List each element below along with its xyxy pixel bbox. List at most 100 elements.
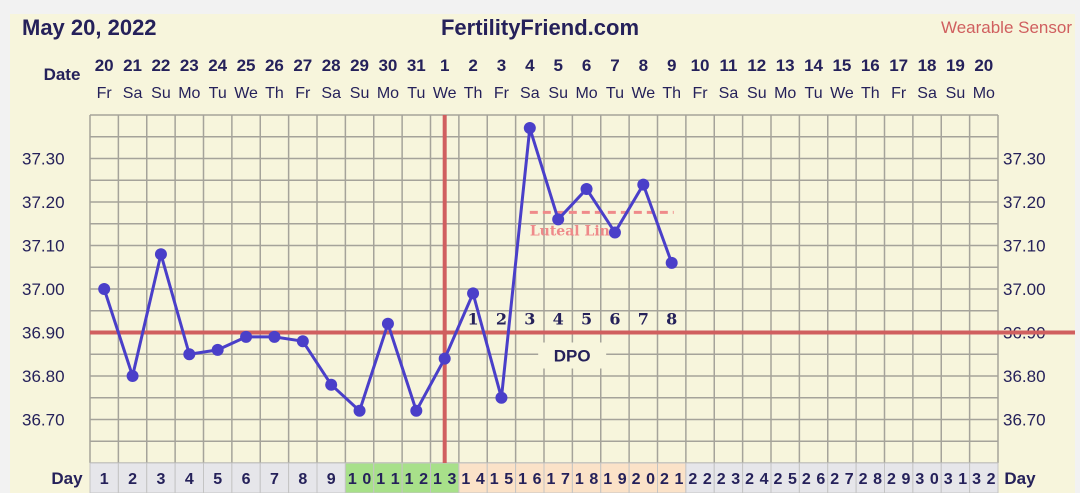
date-label: 20 — [95, 56, 114, 75]
date-label: 29 — [350, 56, 369, 75]
weekday-label: Mo — [575, 85, 597, 102]
temperature-point — [580, 182, 593, 195]
date-label: 16 — [861, 56, 880, 75]
temperature-point — [98, 283, 111, 295]
temperature-point — [438, 352, 451, 365]
weekday-label: We — [234, 85, 258, 102]
dpo-label: 8 — [666, 310, 677, 329]
weekday-label: Fr — [97, 85, 113, 102]
y-tick-label-left: 36.90 — [22, 324, 65, 343]
cycle-day-cell — [430, 462, 460, 493]
cycle-day-cell — [742, 462, 772, 493]
cycle-day-cell — [117, 462, 148, 493]
date-label: 10 — [691, 56, 710, 75]
y-tick-label-left: 37.00 — [22, 280, 65, 299]
weekday-label: Fr — [494, 85, 510, 102]
cycle-day-label: 7 — [270, 471, 279, 488]
y-tick-label-right: 36.70 — [1003, 411, 1046, 430]
y-tick-label-right: 36.80 — [1003, 367, 1046, 386]
y-tick-label-left: 36.80 — [22, 367, 65, 386]
date-label: 15 — [832, 56, 851, 75]
y-tick-label-right: 37.20 — [1003, 193, 1046, 212]
date-label: 14 — [804, 56, 823, 75]
dpo-label: 2 — [496, 310, 507, 329]
date-label: 27 — [293, 56, 312, 75]
weekday-label: Tu — [606, 85, 624, 102]
cycle-day-cell — [628, 462, 658, 493]
dpo-label: 5 — [581, 310, 592, 329]
temperature-point — [410, 404, 423, 417]
temperature-point — [211, 343, 224, 356]
cycle-day-cell — [373, 462, 403, 493]
date-label: 8 — [639, 56, 648, 75]
date-label: 6 — [582, 56, 591, 75]
weekday-label: Fr — [295, 85, 311, 102]
dpo-label: 4 — [553, 310, 564, 329]
chart-panel — [10, 14, 1075, 493]
date-label: 3 — [497, 56, 506, 75]
temperature-point — [637, 178, 650, 191]
dpo-title: DPO — [554, 347, 591, 366]
temperature-point — [552, 213, 565, 226]
temperature-point — [665, 256, 678, 269]
weekday-label: We — [830, 85, 854, 102]
y-tick-label-left: 37.10 — [22, 237, 65, 256]
weekday-label: Tu — [209, 85, 227, 102]
cycle-day-cell — [288, 462, 318, 493]
date-label: 12 — [747, 56, 766, 75]
y-tick-label-left: 37.30 — [22, 150, 65, 169]
temperature-point — [296, 335, 309, 348]
date-label: 2 — [468, 56, 477, 75]
weekday-label: Sa — [321, 85, 341, 102]
weekday-label: Th — [861, 85, 880, 102]
weekday-label: Su — [747, 85, 767, 102]
date-label: 13 — [776, 56, 795, 75]
y-tick-label-right: 37.10 — [1003, 237, 1046, 256]
weekday-label: Mo — [774, 85, 796, 102]
weekday-label: Sa — [917, 85, 937, 102]
cycle-day-label: 2 — [128, 471, 137, 488]
temperature-point — [608, 226, 621, 239]
date-label: 11 — [719, 56, 737, 75]
cycle-day-cell — [855, 462, 885, 493]
weekday-label: Sa — [719, 85, 739, 102]
cycle-day-cell — [146, 462, 176, 493]
cycle-day-cell — [713, 462, 744, 493]
cycle-day-label: 1 — [100, 471, 109, 488]
y-tick-label-left: 37.20 — [22, 193, 65, 212]
weekday-label: Th — [265, 85, 284, 102]
cycle-day-cell — [884, 462, 914, 493]
y-tick-label-right: 37.00 — [1003, 280, 1046, 299]
temperature-point — [523, 122, 536, 135]
cycle-day-label: 8 — [298, 471, 307, 488]
weekday-label: Th — [662, 85, 681, 102]
cycle-day-label: 4 — [185, 471, 194, 488]
weekday-label: We — [433, 85, 457, 102]
date-label: 23 — [180, 56, 199, 75]
chart-date: May 20, 2022 — [22, 15, 157, 40]
luteal-line-label: Luteal Line — [530, 223, 619, 239]
temperature-point — [154, 248, 167, 261]
date-label: 9 — [667, 56, 676, 75]
date-label: 17 — [889, 56, 908, 75]
day-row-label-right: Day — [1004, 469, 1036, 488]
cycle-day-cell — [316, 462, 346, 493]
temperature-point — [268, 330, 281, 343]
cycle-day-cell — [969, 462, 999, 493]
date-label: 7 — [610, 56, 619, 75]
dpo-title-bg — [538, 342, 607, 369]
date-label: 25 — [237, 56, 256, 75]
dpo-label: 6 — [609, 310, 620, 329]
weekday-label: Sa — [520, 85, 540, 102]
cycle-day-cell — [770, 462, 800, 493]
date-label: 4 — [525, 56, 535, 75]
cycle-day-cell — [401, 462, 431, 493]
date-label: 31 — [407, 56, 426, 75]
dpo-label: 3 — [524, 310, 535, 329]
cycle-day-label: 6 — [242, 471, 251, 488]
dpo-label: 7 — [638, 310, 649, 329]
weekday-label: Su — [946, 85, 966, 102]
weekday-label: Fr — [891, 85, 907, 102]
date-label: 18 — [918, 56, 937, 75]
